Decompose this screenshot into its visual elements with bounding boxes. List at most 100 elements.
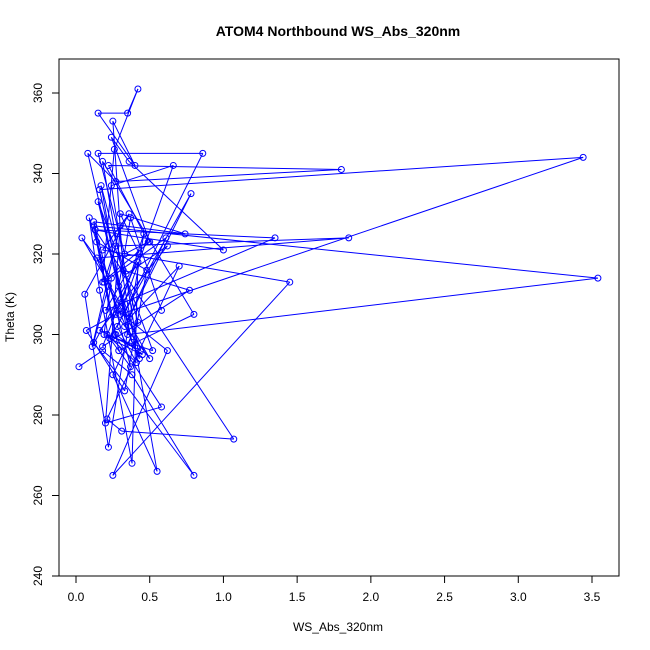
- data-point: [146, 238, 154, 246]
- data-point: [112, 310, 120, 318]
- series-line-segment: [112, 350, 168, 476]
- series-line-segment: [118, 217, 132, 287]
- x-tick-label: 1.5: [289, 590, 306, 604]
- series-line-segment: [112, 120, 136, 166]
- y-axis: 240 260 280 300 320 340 360: [31, 83, 60, 586]
- data-point: [90, 218, 98, 226]
- data-point: [125, 314, 133, 322]
- data-point: [128, 339, 136, 347]
- series-line-segment: [117, 233, 224, 251]
- series-line-segment: [115, 168, 342, 183]
- data-point: [96, 326, 104, 334]
- data-point: [91, 226, 99, 234]
- data-point: [594, 274, 602, 282]
- data-point: [158, 403, 166, 411]
- data-point: [175, 262, 183, 270]
- data-point: [103, 415, 111, 423]
- series-line-segment: [103, 245, 117, 283]
- data-point: [127, 363, 135, 371]
- data-point: [153, 467, 161, 475]
- data-point: [115, 282, 123, 290]
- x-tick-label: 3.0: [510, 590, 527, 604]
- data-point: [230, 435, 238, 443]
- series-line-segment: [120, 156, 584, 315]
- data-point: [137, 347, 145, 355]
- data-point: [131, 161, 139, 169]
- x-tick-label: 0.0: [68, 590, 85, 604]
- series-line-segment: [123, 269, 190, 291]
- series-line-segment: [125, 245, 168, 275]
- data-point: [345, 234, 353, 242]
- data-point: [107, 133, 115, 141]
- data-point: [82, 326, 90, 334]
- x-axis: 0.0 0.5 1.0 1.5 2.0 2.5 3.0 3.5: [68, 575, 601, 604]
- series-line-segment: [131, 374, 195, 476]
- data-point: [135, 250, 143, 258]
- series-line-segment: [85, 330, 126, 392]
- series-line-segment: [78, 350, 103, 368]
- data-point: [110, 145, 118, 153]
- series-line-segment: [106, 265, 180, 420]
- data-point: [88, 343, 96, 351]
- data-point: [107, 182, 115, 190]
- data-point: [85, 214, 93, 222]
- data-point: [187, 190, 195, 198]
- series-line-segment: [84, 294, 109, 448]
- series-line-segment: [102, 149, 115, 283]
- y-tick-label: 320: [31, 244, 45, 264]
- series-line-segment: [105, 273, 127, 311]
- data-point: [112, 331, 120, 338]
- series-line-segment: [118, 313, 195, 352]
- data-point: [121, 250, 129, 258]
- data-point: [97, 182, 105, 190]
- series-line-segment: [97, 112, 136, 166]
- y-tick-label: 300: [31, 324, 45, 344]
- data-point: [81, 290, 89, 298]
- y-tick-label: 260: [31, 485, 45, 505]
- data-point: [190, 310, 198, 318]
- data-point: [579, 153, 587, 161]
- series-line-segment: [104, 225, 121, 424]
- series-line-segment: [99, 290, 133, 464]
- data-point: [100, 331, 108, 338]
- data-point: [116, 222, 124, 230]
- x-tick-label: 2.5: [436, 590, 453, 604]
- series-line-segment: [95, 229, 276, 239]
- data-point: [140, 230, 148, 238]
- data-point: [96, 286, 104, 294]
- data-point: [149, 347, 157, 355]
- series-line-segment: [84, 213, 130, 295]
- series-line-segment: [93, 286, 109, 343]
- data-point: [99, 347, 107, 355]
- chart-title: ATOM4 Northbound WS_Abs_320nm: [216, 23, 461, 39]
- data-point: [128, 371, 136, 379]
- series-line-segment: [111, 164, 174, 187]
- data-point: [134, 258, 142, 266]
- data-point: [99, 157, 107, 165]
- series-line-segment: [113, 334, 162, 408]
- series-line-segment: [99, 156, 584, 191]
- series-line-segment: [110, 137, 151, 243]
- series-line-segment: [93, 225, 598, 279]
- series-line-segment: [113, 88, 139, 150]
- series-line-segment: [112, 374, 158, 472]
- data-point: [113, 230, 121, 238]
- series-line-segment: [120, 213, 186, 235]
- series-line-segment: [97, 153, 126, 255]
- y-tick-label: 280: [31, 405, 45, 425]
- data-point: [109, 117, 117, 125]
- series-line-segment: [102, 213, 130, 251]
- data-point: [219, 246, 227, 254]
- data-point: [101, 306, 109, 314]
- data-point: [122, 270, 130, 278]
- data-point: [128, 459, 136, 467]
- y-tick-label: 240: [31, 566, 45, 586]
- y-axis-label: Theta (K): [3, 292, 17, 342]
- series-line-segment: [116, 326, 137, 363]
- series-line-segment: [107, 233, 145, 448]
- data-point: [94, 109, 102, 117]
- data-point: [99, 343, 107, 351]
- data-point: [163, 242, 171, 250]
